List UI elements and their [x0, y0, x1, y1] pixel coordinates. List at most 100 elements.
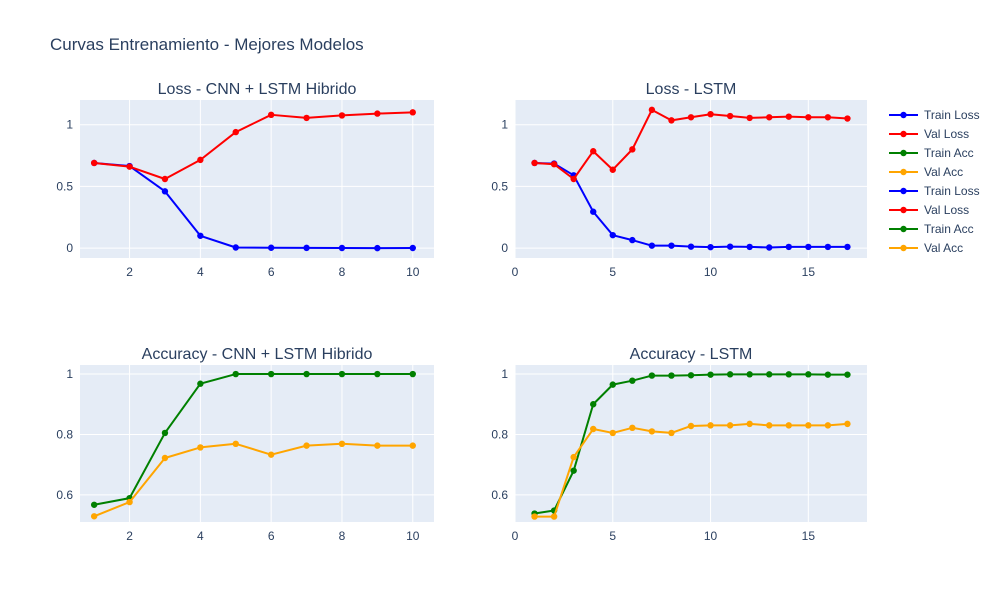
x-tick-label: 4 — [197, 265, 204, 279]
subplot-title: Accuracy - LSTM — [630, 346, 753, 363]
legend-label: Val Loss — [924, 203, 969, 217]
data-point — [126, 498, 133, 506]
data-point — [687, 243, 695, 250]
data-point — [648, 372, 656, 379]
y-tick-label: 0.5 — [56, 179, 73, 193]
y-tick-label: 0 — [501, 241, 508, 255]
series-train-acc — [531, 371, 851, 517]
legend-item[interactable]: Val Acc — [889, 241, 963, 255]
data-point — [805, 422, 812, 429]
data-point — [648, 428, 656, 435]
legend-label: Val Loss — [924, 127, 969, 141]
data-point — [197, 380, 204, 387]
subplot-4: 0 5 10 15 0.6 0.8 1 Accuracy - LSTM — [491, 346, 867, 543]
data-point — [531, 513, 538, 520]
legend-swatch-marker — [900, 149, 907, 157]
data-point — [590, 401, 597, 408]
data-point — [746, 114, 753, 122]
x-tick-label: 8 — [339, 265, 346, 279]
series-val-loss — [90, 109, 416, 183]
data-point — [338, 370, 346, 378]
data-point — [766, 114, 773, 121]
subplot-1: 2 4 6 8 10 0 0.5 1 Loss - CNN + LSTM Hibrido — [56, 81, 434, 279]
subplot-title: Accuracy - CNN + LSTM Hibrido — [142, 346, 373, 363]
data-point — [746, 371, 753, 378]
series-line — [94, 111, 413, 180]
data-point — [726, 371, 734, 378]
data-point — [668, 372, 675, 379]
series-val-acc — [531, 420, 851, 520]
y-tick-label: 0.5 — [491, 179, 508, 193]
data-point — [197, 444, 204, 451]
data-point — [374, 370, 381, 378]
x-tick-label: 0 — [512, 529, 519, 543]
legend-swatch-marker — [900, 187, 907, 195]
data-point — [824, 243, 832, 251]
data-point — [785, 371, 792, 378]
series-val-loss — [531, 106, 851, 183]
data-point — [805, 243, 812, 251]
data-point — [197, 232, 204, 239]
series-train-acc — [90, 370, 416, 508]
data-point — [707, 243, 714, 251]
legend-item[interactable]: Val Loss — [889, 127, 969, 141]
y-tick-label: 1 — [501, 367, 508, 381]
data-point — [232, 440, 239, 448]
data-point — [90, 501, 98, 508]
data-point — [531, 159, 538, 167]
legend-swatch-marker — [900, 168, 907, 176]
legend-item[interactable]: Val Loss — [889, 203, 969, 217]
data-point — [267, 111, 275, 119]
data-point — [409, 244, 416, 252]
data-point — [824, 371, 832, 378]
legend[interactable]: Train Loss Val Loss Train Acc Val Acc Train … — [889, 108, 980, 255]
x-tick-label: 10 — [704, 265, 718, 279]
data-point — [707, 371, 714, 378]
data-point — [805, 371, 812, 378]
series-line — [93, 442, 413, 518]
data-point — [668, 242, 675, 249]
data-point — [267, 451, 275, 458]
data-point — [550, 160, 558, 168]
data-point — [303, 442, 310, 449]
data-point — [609, 166, 616, 173]
y-tick-label: 1 — [66, 118, 73, 132]
data-point — [824, 114, 832, 121]
data-point — [197, 156, 204, 164]
data-point — [126, 163, 133, 170]
data-point — [161, 429, 169, 437]
data-point — [648, 106, 656, 114]
data-point — [746, 243, 753, 251]
data-point — [590, 425, 597, 433]
data-point — [687, 114, 695, 121]
legend-item[interactable]: Train Acc — [889, 146, 974, 160]
data-point — [303, 244, 310, 252]
legend-label: Train Acc — [924, 222, 974, 236]
x-tick-label: 10 — [704, 529, 718, 543]
series-val-acc — [90, 440, 416, 520]
data-point — [629, 377, 636, 384]
x-tick-label: 15 — [802, 529, 816, 543]
legend-item[interactable]: Train Acc — [889, 222, 974, 236]
legend-item[interactable]: Train Loss — [889, 184, 980, 198]
data-point — [161, 188, 169, 195]
data-point — [785, 422, 792, 429]
data-point — [570, 453, 577, 461]
data-point — [232, 370, 239, 378]
data-point — [232, 128, 239, 136]
legend-label: Train Loss — [924, 108, 980, 122]
data-point — [338, 440, 346, 448]
subplot-title: Loss - CNN + LSTM Hibrido — [158, 81, 357, 98]
data-point — [766, 422, 773, 429]
data-point — [609, 429, 616, 437]
legend-item[interactable]: Train Loss — [889, 108, 980, 122]
data-point — [374, 244, 381, 252]
data-point — [232, 244, 239, 251]
x-tick-label: 5 — [609, 529, 616, 543]
data-point — [844, 243, 851, 251]
x-tick-label: 4 — [197, 529, 204, 543]
legend-item[interactable]: Val Acc — [889, 165, 963, 179]
x-tick-label: 2 — [126, 529, 133, 543]
x-tick-label: 10 — [406, 265, 420, 279]
data-point — [648, 242, 656, 249]
